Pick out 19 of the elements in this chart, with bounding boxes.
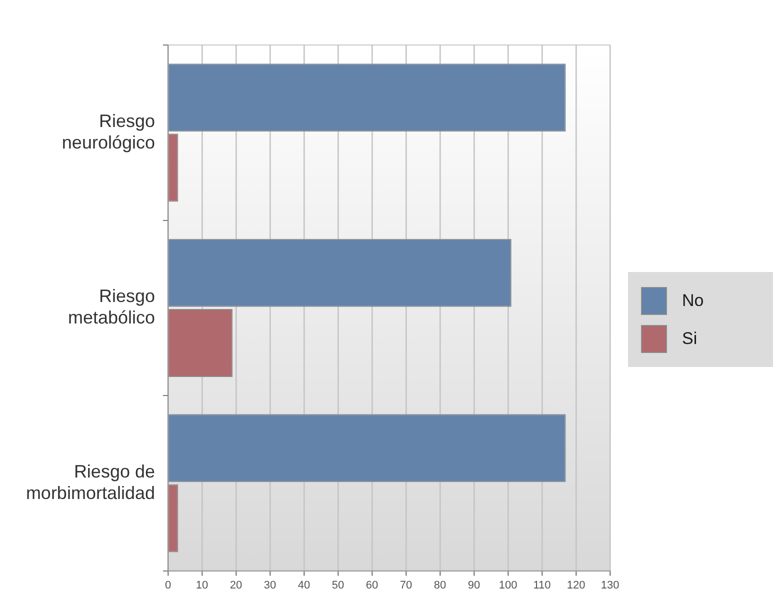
x-tick-label: 130 xyxy=(600,579,620,592)
y-tick-label: Riesgo metabólico xyxy=(68,286,155,328)
x-tick-label: 70 xyxy=(400,579,412,592)
x-tick-label: 110 xyxy=(533,579,551,592)
x-tick-label: 50 xyxy=(332,579,344,592)
text: No xyxy=(682,290,704,312)
x-tick-label: 20 xyxy=(230,579,242,592)
x-tick-label: 0 xyxy=(164,579,172,592)
legend-label: Si xyxy=(682,328,698,350)
x-tick-label: 10 xyxy=(196,579,208,592)
x-tick-label: 60 xyxy=(366,579,378,592)
x-tick-label: 90 xyxy=(468,579,480,592)
x-tick-label: 30 xyxy=(264,579,276,592)
x-tick-label: 100 xyxy=(498,579,518,592)
x-tick-label: 80 xyxy=(434,579,446,592)
x-tick-label: 120 xyxy=(566,579,586,592)
x-tick-label: 40 xyxy=(298,579,310,592)
y-tick-label: Riesgo de morbimortalidad xyxy=(26,461,155,503)
y-tick-label: Riesgo neurológico xyxy=(62,110,155,152)
